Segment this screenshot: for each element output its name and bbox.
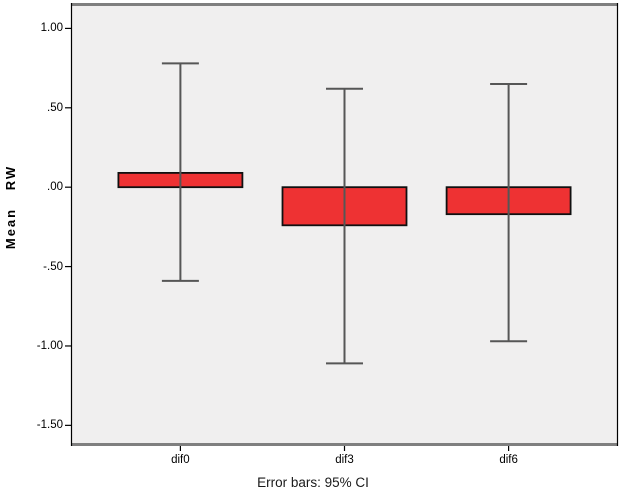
y-tick-label: .50 xyxy=(47,101,63,114)
caption: Error bars: 95% CI xyxy=(257,475,369,490)
x-category-label: dif0 xyxy=(171,454,190,466)
y-tick-label: -.50 xyxy=(43,260,63,273)
y-tick-label: 1.00 xyxy=(40,22,63,35)
y-axis-title: Mean RW xyxy=(3,164,18,250)
y-tick-label: -1.00 xyxy=(36,339,63,352)
x-category-label: dif3 xyxy=(335,454,354,466)
y-tick-label: -1.50 xyxy=(36,419,63,432)
plot-frame-top xyxy=(71,3,618,6)
y-tick-label: .00 xyxy=(47,181,63,194)
plot-frame-bottom xyxy=(71,443,618,446)
x-category-label: dif6 xyxy=(499,454,518,466)
